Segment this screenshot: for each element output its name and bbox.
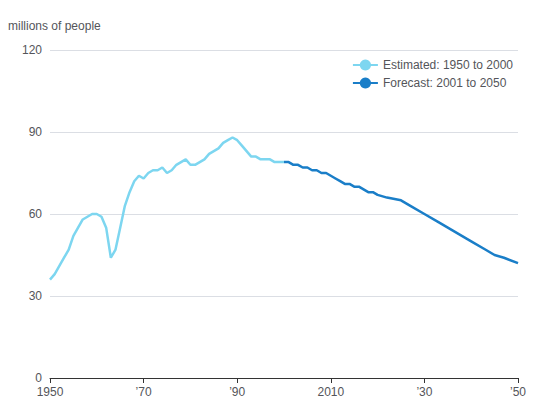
svg-text:120: 120: [22, 43, 42, 57]
svg-text:30: 30: [29, 289, 43, 303]
svg-text:’70: ’70: [136, 385, 152, 399]
svg-text:Forecast: 2001 to 2050: Forecast: 2001 to 2050: [383, 76, 507, 90]
svg-text:millions of people: millions of people: [8, 19, 101, 33]
svg-text:’50: ’50: [510, 385, 526, 399]
svg-text:1950: 1950: [37, 385, 64, 399]
svg-text:’90: ’90: [229, 385, 245, 399]
svg-text:90: 90: [29, 125, 43, 139]
svg-text:2010: 2010: [317, 385, 344, 399]
svg-text:’30: ’30: [416, 385, 432, 399]
svg-text:Estimated: 1950 to 2000: Estimated: 1950 to 2000: [383, 58, 513, 72]
svg-text:60: 60: [29, 207, 43, 221]
svg-text:0: 0: [35, 371, 42, 385]
